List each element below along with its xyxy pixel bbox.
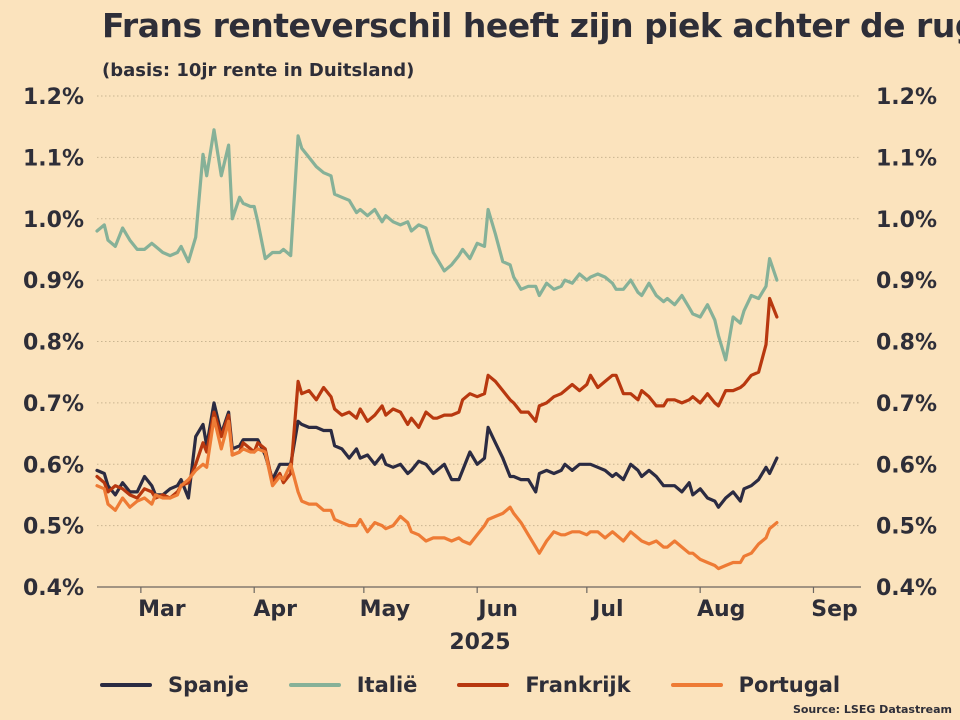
series-line-itali <box>95 128 779 362</box>
x-tick-label: Aug <box>697 597 745 622</box>
y-tick-label-right: 0.6% <box>876 453 937 478</box>
legend-label-frankrijk: Frankrijk <box>525 673 631 697</box>
legend-label-italie: Italië <box>356 673 418 697</box>
y-tick-label-left: 0.4% <box>23 576 84 601</box>
y-tick-label-right: 1.1% <box>876 146 937 171</box>
series-line-spanje <box>95 401 779 509</box>
x-axis: Mar Apr May Jun Jul Aug Sep 2025 <box>97 586 861 655</box>
legend-item-italie: Italië <box>288 673 418 697</box>
y-tick-label-left: 0.5% <box>23 515 84 540</box>
x-tick-label: May <box>360 597 410 622</box>
legend-swatch-portugal <box>670 683 723 687</box>
legend-item-portugal: Portugal <box>670 673 841 697</box>
gridlines <box>97 95 861 527</box>
y-tick-label-left: 1.1% <box>23 146 84 171</box>
x-tick-label: Mar <box>138 597 186 622</box>
y-tick-label-left: 0.8% <box>23 331 84 356</box>
y-tick-label-right: 0.7% <box>876 392 937 417</box>
legend-item-spanje: Spanje <box>100 673 249 697</box>
x-tick-label: Sep <box>811 597 858 622</box>
y-tick-label-right: 0.4% <box>876 576 937 601</box>
y-axis-left: 0.4% 0.5% 0.6% 0.7% 0.8% 0.9% 1.0% 1.1% 1.2% <box>23 85 84 601</box>
series-line-portugal <box>95 416 779 571</box>
legend-swatch-italie <box>288 683 341 687</box>
legend-label-portugal: Portugal <box>738 673 841 697</box>
y-tick-label-left: 1.0% <box>23 208 84 233</box>
series-lines <box>95 128 779 571</box>
legend: Spanje Italië Frankrijk Portugal <box>100 670 880 700</box>
y-tick-label-right: 1.2% <box>876 85 937 110</box>
chart-title: Frans renteverschil heeft zijn piek acht… <box>102 6 960 45</box>
x-axis-label: 2025 <box>449 630 510 655</box>
legend-swatch-spanje <box>100 683 152 687</box>
y-tick-label-right: 0.9% <box>876 269 937 294</box>
y-tick-label-right: 0.8% <box>876 331 937 356</box>
legend-swatch-frankrijk <box>457 683 510 687</box>
legend-item-frankrijk: Frankrijk <box>457 673 631 697</box>
y-tick-label-left: 0.7% <box>23 392 84 417</box>
y-tick-label-right: 0.5% <box>876 515 937 540</box>
legend-label-spanje: Spanje <box>168 673 249 697</box>
x-tick-label: Jun <box>476 597 518 622</box>
y-tick-label-left: 1.2% <box>23 85 84 110</box>
x-tick-label: Jul <box>590 597 623 622</box>
y-axis-right: 0.4% 0.5% 0.6% 0.7% 0.8% 0.9% 1.0% 1.1% 1.2% <box>876 85 937 601</box>
y-tick-label-right: 1.0% <box>876 208 937 233</box>
x-tick-label: Apr <box>253 597 297 622</box>
source-note: Source: LSEG Datastream <box>792 703 952 716</box>
y-tick-label-left: 0.6% <box>23 453 84 478</box>
chart-subtitle: (basis: 10jr rente in Duitsland) <box>102 60 415 81</box>
y-tick-label-left: 0.9% <box>23 269 84 294</box>
